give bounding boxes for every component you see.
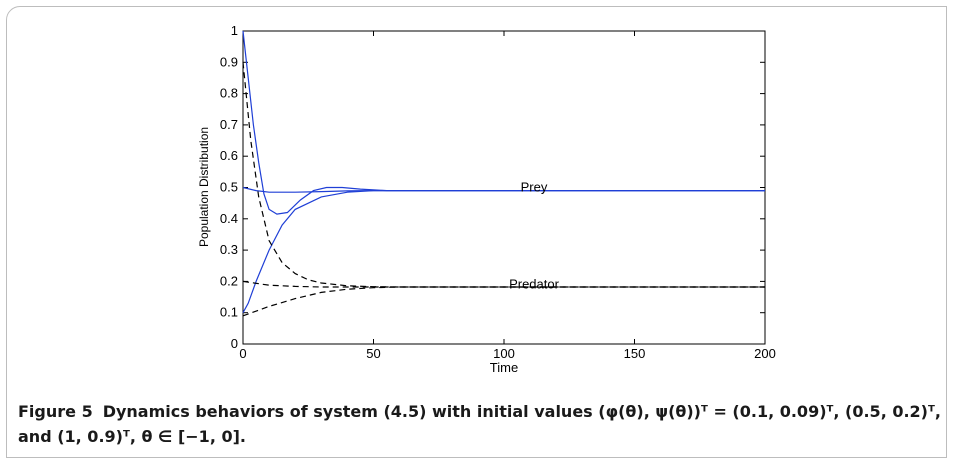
x-tick-label: 100 [493,346,515,361]
plot-area [242,30,766,345]
y-tick-label: 1 [231,23,238,38]
y-tick-label: 0.9 [220,54,238,69]
y-tick-label: 0.4 [220,211,238,226]
annotation-label: Predator [509,277,560,292]
y-tick-label: 0.6 [220,148,238,163]
annotation-layer: Prey Predator [509,180,560,292]
x-tick-label: 150 [624,346,646,361]
series-line-6 [242,62,765,288]
x-axis-label: Time [490,360,518,375]
y-tick-label: 0.3 [220,242,238,257]
y-tick-label: 0.1 [220,305,238,320]
y-tick-label: 0.7 [220,117,238,132]
line-chart: 0 50 100 150 200 0 0.1 0.2 0.3 0.4 0.5 0.6 0.7 0.8 0.9… [197,23,776,375]
y-tick-label: 0 [231,336,238,351]
annotation-label: Prey [521,180,548,195]
y-tick-label: 0.8 [220,86,238,101]
figure-caption: Figure 5 Dynamics behaviors of system (4.… [18,399,948,449]
y-axis-label: Population Distribution [197,127,211,247]
x-tick-label: 0 [239,346,246,361]
x-tick-label: 200 [754,346,776,361]
x-tick-label: 50 [366,346,380,361]
axis-ticks: 0 50 100 150 200 0 0.1 0.2 0.3 0.4 0.5 0.6 0.7 0.8 0.9… [220,23,776,361]
y-tick-label: 0.2 [220,273,238,288]
series-line-3 [242,30,765,215]
figure-caption-text: Dynamics behaviors of system (4.5) with … [18,402,941,446]
figure-label: Figure 5 [18,402,93,421]
series-layer [242,30,765,317]
y-tick-label: 0.5 [220,180,238,195]
